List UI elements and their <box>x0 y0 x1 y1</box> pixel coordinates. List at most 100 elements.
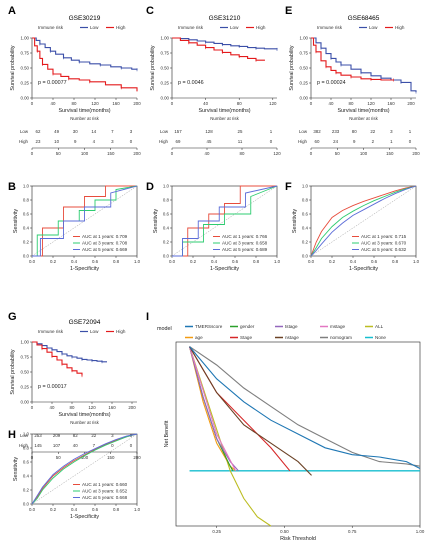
roc-ytick-label-D-2: 0.4 <box>163 226 170 231</box>
km-risk-cell-high-A-4: 3 <box>111 139 114 144</box>
km-xtick-label-E-4: 160 <box>387 101 395 106</box>
km-ytick-label-E-2: 0.50 <box>299 66 308 71</box>
km-ytick-label-C-0: 0.00 <box>160 96 169 101</box>
km-risk-rowlabel-low-E: Low <box>299 129 308 134</box>
km-risk-rowlabel-low-A: Low <box>20 129 29 134</box>
km-xlabel-E: Survival time(months) <box>337 108 389 114</box>
roc-xlabel-H: 1-Specificity <box>70 514 99 520</box>
km-legend-title-A: Immune risk <box>38 25 64 30</box>
dca-curve-tstage <box>189 346 239 472</box>
km-risk-title-A: Number at risk <box>70 116 99 121</box>
km-risk-rowlabel-low-C: Low <box>160 129 169 134</box>
dca-legend-label-mstage: mstage <box>330 324 346 329</box>
roc-xtick-label-F-5: 1.0 <box>413 259 420 264</box>
km-risk-cell-high-C-2: 11 <box>238 139 243 144</box>
km-xtick-label-A-1: 40 <box>51 101 56 106</box>
roc-ytick-label-D-1: 0.2 <box>163 240 170 245</box>
roc-xtick-label-F-2: 0.4 <box>350 259 357 264</box>
roc-curve-D-2 <box>172 185 278 257</box>
dca-legend-label-all: ALL <box>375 324 384 329</box>
km-risk-cell-low-C-3: 1 <box>270 129 273 134</box>
km-ytick-label-G-2: 0.50 <box>20 370 29 375</box>
dca-xlabel: Risk Threshold <box>280 536 316 542</box>
roc-ylabel-F: Sensitivity <box>292 209 298 234</box>
km-xtick-label-A-3: 120 <box>91 101 99 106</box>
roc-legend-label-H-2: AUC at 5 years: 0.668 <box>82 495 128 500</box>
dca-legend-label-nstage: nstage <box>285 335 299 340</box>
km-risk-cell-high-C-3: 0 <box>270 139 273 144</box>
km-risk-xtick-label-E-0: 0 <box>310 151 313 156</box>
km-risk-cell-low-A-4: 7 <box>111 129 114 134</box>
km-title-G: GSE72094 <box>69 319 101 326</box>
km-risk-cell-high-G-3: 7 <box>93 443 96 448</box>
km-risk-cell-high-E-3: 2 <box>372 139 375 144</box>
panel-letter-B: B <box>8 181 16 193</box>
km-risk-xtick-label-C-3: 120 <box>273 151 281 156</box>
km-risk-rowlabel-high-A: High <box>19 139 29 144</box>
dca-curve-nstage <box>189 346 312 476</box>
roc-xtick-label-H-5: 1.0 <box>134 507 141 512</box>
roc-ytick-label-F-5: 1.0 <box>302 184 309 189</box>
km-risk-xtick-label-A-2: 100 <box>81 151 89 156</box>
km-ylabel-G: Survival probability <box>10 349 16 395</box>
km-risk-cell-low-A-3: 14 <box>91 129 96 134</box>
km-risk-cell-low-A-0: 62 <box>36 129 41 134</box>
roc-diagonal-H <box>31 433 138 505</box>
roc-ytick-label-F-4: 0.8 <box>302 198 309 203</box>
roc-ytick-label-D-0: 0.0 <box>163 254 170 259</box>
dca-legend-label-age: age <box>195 335 203 340</box>
km-ytick-label-C-1: 0.25 <box>160 81 169 86</box>
roc-xtick-label-D-3: 0.6 <box>232 259 239 264</box>
panel-letter-I: I <box>146 311 149 323</box>
roc-xtick-label-F-4: 0.8 <box>392 259 399 264</box>
km-ytick-label-G-4: 1.00 <box>20 340 29 345</box>
roc-xtick-label-B-0: 0.0 <box>29 259 36 264</box>
km-curve-low-G <box>32 341 107 363</box>
roc-curve-B-0 <box>32 185 137 257</box>
dca-legend-label-nomogram: nomogram <box>330 335 352 340</box>
roc-ytick-label-H-4: 0.8 <box>23 446 30 451</box>
km-legend-label-low-E: Low <box>369 25 378 30</box>
km-xlabel-C: Survival time(months) <box>198 108 250 114</box>
km-ylabel-C: Survival probability <box>150 45 156 91</box>
roc-ylabel-D: Sensitivity <box>153 209 159 234</box>
panel-letter-C: C <box>146 5 154 17</box>
roc-xtick-label-F-0: 0.0 <box>308 259 315 264</box>
km-ytick-label-G-0: 0.00 <box>20 400 29 405</box>
km-ytick-label-A-0: 0.00 <box>20 96 29 101</box>
km-ytick-label-A-1: 0.25 <box>20 81 29 86</box>
roc-xlabel-D: 1-Specificity <box>210 266 239 272</box>
km-xlabel-A: Survival time(months) <box>58 108 110 114</box>
roc-xtick-label-H-3: 0.6 <box>92 507 99 512</box>
km-curve-high-E <box>311 37 394 81</box>
roc-legend-label-H-1: AUC at 3 years: 0.652 <box>82 489 128 494</box>
roc-ytick-label-F-0: 0.0 <box>302 254 309 259</box>
roc-ytick-label-D-3: 0.6 <box>163 212 170 217</box>
roc-ytick-label-H-5: 1.0 <box>23 432 30 437</box>
dca-xtick-label-1: 0.50 <box>280 529 289 534</box>
km-ytick-label-E-0: 0.00 <box>299 96 308 101</box>
dca-curve-mstage <box>189 346 237 472</box>
km-risk-cell-low-G-1: 209 <box>53 433 61 438</box>
km-risk-title-E: Number at risk <box>349 116 378 121</box>
km-risk-xtick-label-C-2: 80 <box>240 151 245 156</box>
km-xtick-label-E-1: 40 <box>329 101 334 106</box>
roc-curve-F-0 <box>310 185 417 257</box>
km-ytick-label-C-2: 0.50 <box>160 66 169 71</box>
km-legend-title-C: Immune risk <box>178 25 204 30</box>
km-legend-label-high-G: High <box>116 329 126 334</box>
km-pvalue-E: p = 0.00024 <box>317 80 346 86</box>
km-xtick-label-A-2: 80 <box>72 101 77 106</box>
km-risk-xtick-label-E-4: 200 <box>412 151 420 156</box>
km-xtick-label-G-0: 0 <box>31 405 34 410</box>
dca-legend-label-stage: Stage <box>240 335 252 340</box>
km-risk-xtick-label-A-1: 50 <box>56 151 61 156</box>
roc-frame-H <box>31 433 138 505</box>
km-risk-xtick-label-G-3: 150 <box>107 455 115 460</box>
km-risk-xtick-label-A-4: 200 <box>133 151 141 156</box>
roc-curve-F-2 <box>310 185 417 257</box>
km-pvalue-A: p = 0.00077 <box>38 80 67 86</box>
roc-xtick-label-H-4: 0.8 <box>113 507 120 512</box>
roc-ytick-label-B-1: 0.2 <box>23 240 30 245</box>
